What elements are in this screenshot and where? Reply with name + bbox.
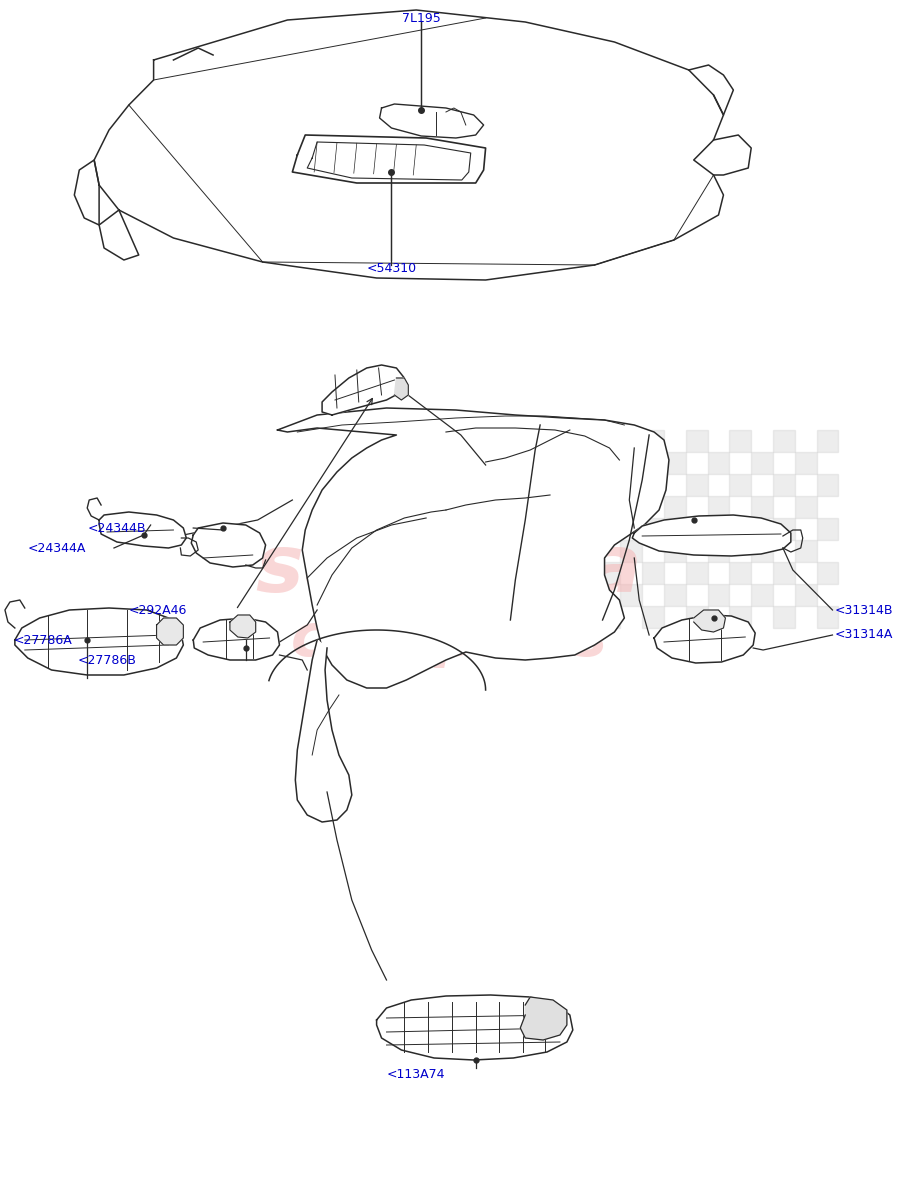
Polygon shape — [714, 134, 751, 175]
Bar — [599, 474, 620, 496]
Bar — [816, 562, 838, 584]
Polygon shape — [379, 104, 483, 138]
Bar — [795, 452, 816, 474]
Text: <113A74: <113A74 — [386, 1068, 445, 1081]
Bar — [686, 606, 707, 628]
Polygon shape — [157, 618, 183, 646]
Bar — [773, 562, 795, 584]
Bar — [773, 430, 795, 452]
Bar — [707, 540, 729, 562]
Bar — [795, 496, 816, 518]
Bar — [664, 496, 686, 518]
Text: 7L195: 7L195 — [402, 12, 441, 24]
Bar — [555, 430, 577, 452]
Bar — [795, 540, 816, 562]
Text: <27786B: <27786B — [77, 654, 136, 666]
Bar — [729, 562, 751, 584]
Bar — [599, 562, 620, 584]
Polygon shape — [229, 614, 256, 638]
Bar — [686, 562, 707, 584]
Bar — [686, 430, 707, 452]
Polygon shape — [521, 997, 567, 1040]
Text: <24344B: <24344B — [87, 522, 146, 534]
Bar — [773, 606, 795, 628]
Bar — [555, 474, 577, 496]
Bar — [773, 518, 795, 540]
Text: scuderia: scuderia — [256, 530, 642, 608]
Bar — [686, 518, 707, 540]
Bar — [642, 474, 664, 496]
Bar — [664, 452, 686, 474]
Polygon shape — [694, 610, 726, 632]
Text: car  parts: car parts — [291, 612, 607, 668]
Bar — [620, 496, 642, 518]
Bar — [577, 584, 599, 606]
Polygon shape — [395, 378, 408, 400]
Bar — [707, 452, 729, 474]
Bar — [642, 430, 664, 452]
Bar — [707, 496, 729, 518]
Polygon shape — [193, 618, 279, 660]
Polygon shape — [292, 134, 485, 182]
Bar — [751, 540, 773, 562]
Polygon shape — [654, 614, 756, 662]
Bar — [555, 606, 577, 628]
Bar — [577, 496, 599, 518]
Bar — [620, 540, 642, 562]
Bar — [599, 430, 620, 452]
Text: <31314A: <31314A — [834, 629, 892, 642]
Bar — [664, 584, 686, 606]
Bar — [599, 518, 620, 540]
Bar — [642, 518, 664, 540]
Bar — [729, 474, 751, 496]
Polygon shape — [99, 512, 186, 548]
Text: <54310: <54310 — [366, 262, 417, 275]
Bar — [555, 518, 577, 540]
Bar — [642, 562, 664, 584]
Bar — [620, 452, 642, 474]
Bar — [599, 606, 620, 628]
Bar — [729, 518, 751, 540]
Bar — [816, 474, 838, 496]
Bar — [686, 474, 707, 496]
Polygon shape — [278, 408, 669, 688]
Bar — [555, 562, 577, 584]
Polygon shape — [376, 995, 573, 1060]
Bar — [816, 518, 838, 540]
Polygon shape — [94, 10, 724, 280]
Polygon shape — [632, 515, 791, 556]
Text: <31314B: <31314B — [834, 604, 893, 617]
Bar — [729, 430, 751, 452]
Bar — [816, 606, 838, 628]
Bar — [577, 452, 599, 474]
Bar — [816, 430, 838, 452]
Bar — [664, 540, 686, 562]
Bar — [729, 606, 751, 628]
Polygon shape — [322, 365, 405, 415]
Polygon shape — [15, 608, 183, 674]
Bar — [751, 496, 773, 518]
Bar — [795, 584, 816, 606]
Polygon shape — [191, 523, 266, 566]
Bar — [707, 584, 729, 606]
Bar — [642, 606, 664, 628]
Bar — [577, 540, 599, 562]
Bar — [620, 584, 642, 606]
Polygon shape — [296, 640, 352, 822]
Bar — [751, 584, 773, 606]
Bar — [751, 452, 773, 474]
Bar — [773, 474, 795, 496]
Text: <292A46: <292A46 — [129, 604, 187, 617]
Text: <24344A: <24344A — [28, 541, 86, 554]
Polygon shape — [74, 160, 99, 226]
Text: <27786A: <27786A — [14, 634, 73, 647]
